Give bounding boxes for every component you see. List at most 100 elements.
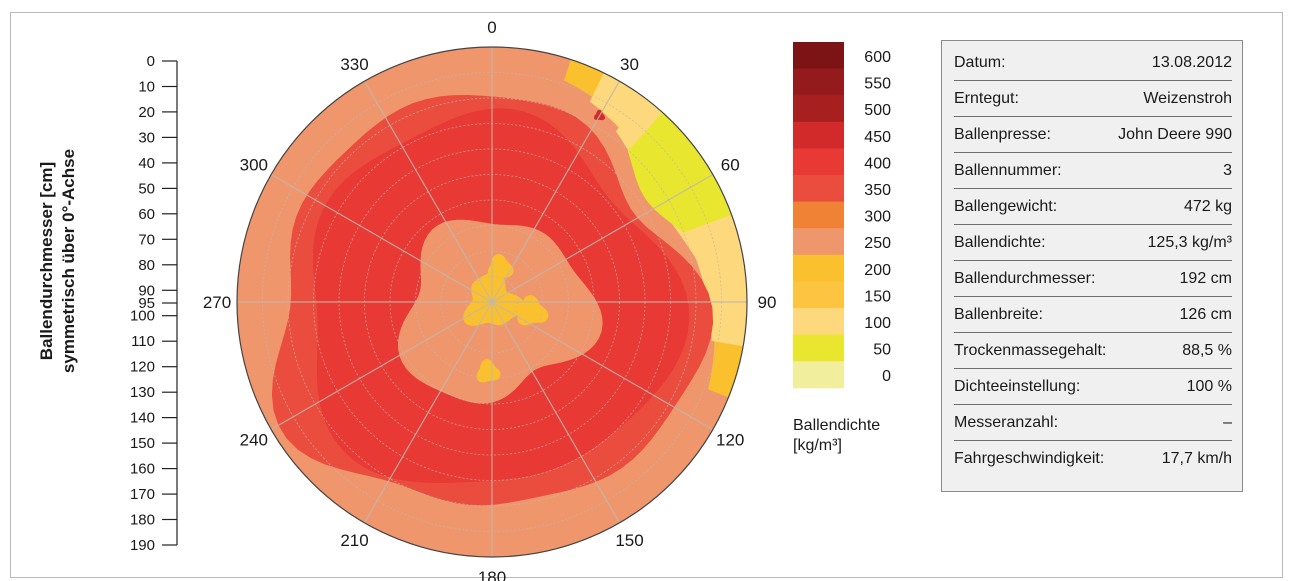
info-row-baler: Ballenpresse: John Deere 990 bbox=[954, 117, 1232, 153]
radial-tick-label: 50 bbox=[138, 180, 155, 197]
radial-tick-label: 30 bbox=[138, 129, 155, 146]
angular-tick-label: 300 bbox=[240, 156, 268, 175]
info-label: Ballendurchmesser: bbox=[954, 269, 1096, 287]
angular-tick-label: 120 bbox=[716, 431, 744, 450]
info-value: 126 cm bbox=[1179, 305, 1232, 323]
angular-gridline bbox=[491, 173, 714, 303]
radial-tick-label: 140 bbox=[130, 410, 155, 427]
radial-tick-label: 10 bbox=[138, 79, 155, 96]
radial-tick-label: 170 bbox=[130, 486, 155, 503]
radial-tick-label: 130 bbox=[130, 384, 155, 401]
info-value: 3 bbox=[1223, 161, 1232, 179]
info-value: 17,7 km/h bbox=[1161, 449, 1232, 467]
info-value: 125,3 kg/m³ bbox=[1147, 233, 1232, 251]
radial-tick-label: 120 bbox=[130, 359, 155, 376]
info-value: 192 cm bbox=[1179, 269, 1232, 287]
colorbar-tick-label: 300 bbox=[864, 209, 891, 226]
info-row-bale-weight: Ballengewicht: 472 kg bbox=[954, 189, 1232, 225]
angular-gridline bbox=[491, 80, 621, 303]
info-row-dry-matter: Trockenmassegehalt: 88,5 % bbox=[954, 333, 1232, 369]
colorbar-tick-label: 500 bbox=[864, 102, 891, 119]
info-label: Ballengewicht: bbox=[954, 197, 1058, 215]
angular-tick-label: 240 bbox=[240, 431, 268, 450]
info-value: 88,5 % bbox=[1182, 341, 1232, 359]
angular-tick-label: 30 bbox=[620, 55, 639, 74]
info-row-bale-width: Ballenbreite: 126 cm bbox=[954, 297, 1232, 333]
colorbar-tick-label: 550 bbox=[864, 76, 891, 93]
radial-tick-label: 80 bbox=[138, 257, 155, 274]
colorbar-tick-label: 600 bbox=[864, 49, 891, 66]
colorbar-swatch bbox=[793, 148, 844, 176]
colorbar-title-line2: [kg/m³] bbox=[793, 437, 842, 454]
colorbar-swatch bbox=[793, 228, 844, 256]
angular-gridlines bbox=[237, 47, 747, 557]
info-label: Ballenbreite: bbox=[954, 305, 1043, 323]
radial-tick-label: 100 bbox=[130, 308, 155, 325]
density-zone-center-spot bbox=[476, 359, 501, 383]
angular-tick-label: 150 bbox=[615, 531, 643, 550]
angular-gridline bbox=[363, 301, 493, 524]
colorbar-swatch bbox=[793, 254, 844, 282]
info-value: 100 % bbox=[1186, 377, 1232, 395]
colorbar-tick-label: 250 bbox=[864, 235, 891, 252]
info-label: Datum: bbox=[954, 53, 1006, 71]
radial-tick-label: 150 bbox=[130, 435, 155, 452]
info-row-bale-number: Ballennummer: 3 bbox=[954, 153, 1232, 189]
angular-tick-label: 90 bbox=[758, 293, 777, 312]
colorbar-tick-label: 400 bbox=[864, 155, 891, 172]
info-label: Ballennummer: bbox=[954, 161, 1062, 179]
radial-tick-label: 190 bbox=[130, 537, 155, 554]
radial-tick-label: 40 bbox=[138, 155, 155, 172]
density-zone-center-spot bbox=[487, 254, 514, 280]
angular-gridline bbox=[491, 301, 714, 431]
colorbar-swatch bbox=[793, 121, 844, 149]
colorbar-swatch bbox=[793, 334, 844, 362]
info-label: Erntegut: bbox=[954, 89, 1019, 107]
density-spot-65 bbox=[608, 227, 639, 254]
info-value: 472 kg bbox=[1183, 197, 1232, 215]
info-row-date: Datum: 13.08.2012 bbox=[954, 45, 1232, 81]
density-zone-rim-125 bbox=[589, 71, 747, 347]
colorbar-tick-label: 350 bbox=[864, 182, 891, 199]
angular-tick-label: 180 bbox=[478, 568, 506, 581]
radial-tick-label: 20 bbox=[138, 104, 155, 121]
colorbar-title: Ballendichte [kg/m³] bbox=[793, 416, 880, 456]
angular-tick-labels: 0 30 60 90 120 150 180 210 240 270 300 330 bbox=[203, 18, 777, 581]
colorbar-swatch bbox=[793, 68, 844, 96]
colorbar-tick-label: 50 bbox=[873, 342, 891, 359]
angular-gridline bbox=[270, 301, 493, 431]
colorbar-tick-label: 0 bbox=[882, 368, 891, 385]
info-row-crop: Erntegut: Weizenstroh bbox=[954, 81, 1232, 117]
disc-outline bbox=[236, 46, 748, 558]
radial-tick-label: 110 bbox=[131, 333, 155, 350]
info-row-bale-diameter: Ballendurchmesser: 192 cm bbox=[954, 261, 1232, 297]
info-label: Dichteeinstellung: bbox=[954, 377, 1081, 395]
info-value: Weizenstroh bbox=[1143, 89, 1232, 107]
info-label: Messeranzahl: bbox=[954, 413, 1059, 431]
radial-tick-label: 0 bbox=[147, 53, 155, 70]
colorbar-title-line1: Ballendichte bbox=[793, 417, 881, 434]
colorbar-swatch bbox=[793, 175, 844, 203]
colorbar-swatch bbox=[793, 361, 844, 389]
info-row-knife-count: Messeranzahl: – bbox=[954, 405, 1232, 441]
radial-tick-label: 70 bbox=[138, 231, 155, 248]
info-row-density-setting: Dichteeinstellung: 100 % bbox=[954, 369, 1232, 405]
angular-tick-label: 330 bbox=[340, 55, 368, 74]
bale-info-table: Datum: 13.08.2012 Erntegut: Weizenstroh Ba… bbox=[941, 40, 1243, 492]
angular-gridline bbox=[363, 80, 493, 303]
radial-tick-label: 90 bbox=[138, 282, 155, 299]
info-value: – bbox=[1223, 413, 1232, 431]
angular-gridline bbox=[491, 301, 621, 524]
info-row-speed: Fahrgeschwindigkeit: 17,7 km/h bbox=[954, 441, 1232, 476]
info-value: 13.08.2012 bbox=[1151, 53, 1232, 71]
colorbar-swatch bbox=[793, 201, 844, 229]
colorbar-tick-label: 450 bbox=[864, 129, 891, 146]
radial-tick-label: 180 bbox=[130, 512, 155, 529]
angular-gridline bbox=[270, 173, 493, 303]
angular-tick-label: 0 bbox=[487, 18, 496, 37]
angular-tick-label: 210 bbox=[340, 531, 368, 550]
colorbar-swatch bbox=[793, 308, 844, 336]
